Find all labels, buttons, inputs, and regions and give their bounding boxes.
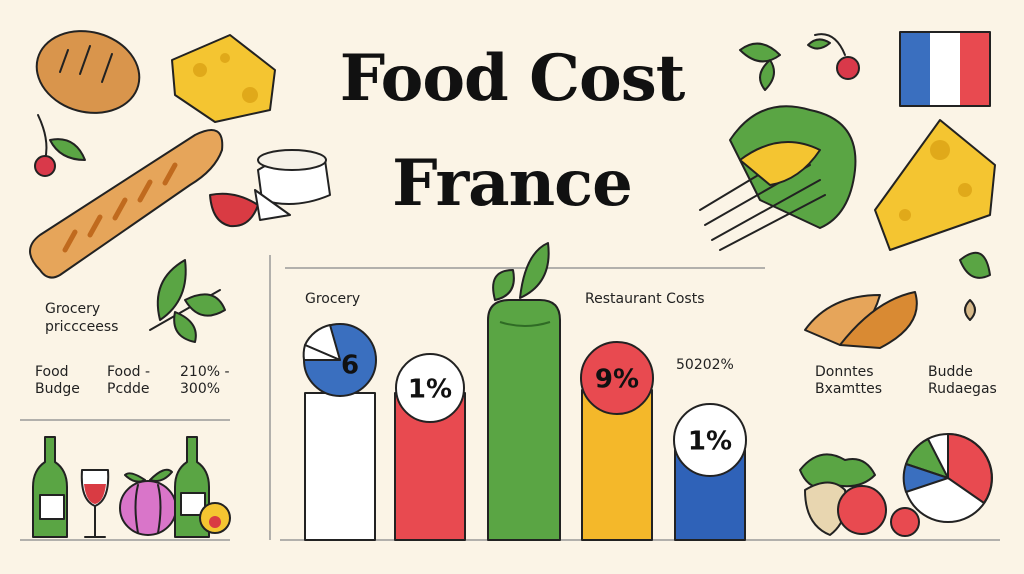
shape <box>209 516 221 528</box>
bubble-label: 1% <box>688 427 732 457</box>
herb <box>959 251 991 321</box>
shape <box>35 30 141 114</box>
shape <box>900 32 930 106</box>
panel-label: Grocery <box>45 301 100 317</box>
panel-label: Pcdde <box>107 381 150 397</box>
panel-label: 300% <box>180 381 220 397</box>
berry-branch <box>739 33 860 91</box>
shape <box>837 485 887 535</box>
panel-label: Budde <box>928 364 973 380</box>
herb <box>149 259 226 343</box>
bubble <box>580 341 654 415</box>
bubble-label: 9% <box>595 365 639 395</box>
shape <box>84 484 106 504</box>
camembert <box>209 149 331 228</box>
shape <box>209 192 259 228</box>
panel-label: Food <box>35 364 69 380</box>
panel-label: Budge <box>35 381 80 397</box>
bubble <box>673 403 747 477</box>
wine-bottle <box>32 436 68 538</box>
bread <box>35 30 141 114</box>
shape <box>119 480 177 536</box>
leaf <box>492 242 550 301</box>
shape <box>930 140 950 160</box>
shape <box>964 299 976 321</box>
shape <box>959 251 991 279</box>
berry-branch <box>34 114 86 177</box>
shape <box>257 149 327 171</box>
croissant <box>804 291 918 349</box>
title-line: Food Cost <box>340 41 686 116</box>
panel-label: Bxamttes <box>815 381 882 397</box>
shape <box>958 183 972 197</box>
shape <box>124 468 173 483</box>
france-flag <box>899 31 991 107</box>
cheese <box>171 34 276 123</box>
bubble-label: 6 <box>341 351 359 381</box>
shape <box>59 45 113 83</box>
shape <box>899 31 991 107</box>
shape <box>960 32 990 106</box>
wine-bottle <box>174 436 231 538</box>
shape <box>156 259 226 343</box>
panel-label: priccceess <box>45 319 118 335</box>
shape <box>254 189 291 221</box>
panel-label: Rudaegas <box>928 381 997 397</box>
shape <box>947 433 993 504</box>
shape <box>899 209 911 221</box>
bar <box>304 392 376 541</box>
shape <box>902 463 949 493</box>
shape <box>62 162 178 253</box>
wine-glass <box>80 469 110 538</box>
bubble <box>395 353 465 423</box>
panel-label: Restaurant Costs <box>585 291 705 307</box>
shape <box>193 63 207 77</box>
panel-label: 50202% <box>676 357 734 373</box>
shape <box>699 149 826 251</box>
panel-label: Donntes <box>815 364 874 380</box>
panel-label: Grocery <box>305 291 360 307</box>
shape <box>34 155 56 177</box>
shape <box>180 492 206 516</box>
shape <box>302 344 341 361</box>
shape <box>84 505 106 538</box>
bar <box>487 299 561 541</box>
shape <box>220 53 230 63</box>
shape <box>739 141 821 186</box>
shape <box>890 507 920 537</box>
shape <box>134 484 162 534</box>
pie-bubble <box>302 323 377 397</box>
bar-detail <box>499 321 551 327</box>
shape <box>814 33 846 56</box>
shape <box>839 291 918 349</box>
shape <box>739 42 781 91</box>
shape <box>807 38 831 50</box>
shape <box>242 87 258 103</box>
shape <box>39 494 65 520</box>
panel-label: 210% - <box>180 364 230 380</box>
title-line: France <box>392 146 632 221</box>
baguette <box>29 129 224 279</box>
shape <box>836 56 860 80</box>
cheese <box>874 119 996 251</box>
vegetables <box>799 453 920 537</box>
onion <box>119 468 177 536</box>
shape <box>49 138 86 161</box>
shape <box>930 32 960 106</box>
bubble-label: 1% <box>408 375 452 405</box>
pie-icon <box>902 433 993 523</box>
greens-bundle <box>699 105 857 251</box>
panel-label: Food - <box>107 364 150 380</box>
